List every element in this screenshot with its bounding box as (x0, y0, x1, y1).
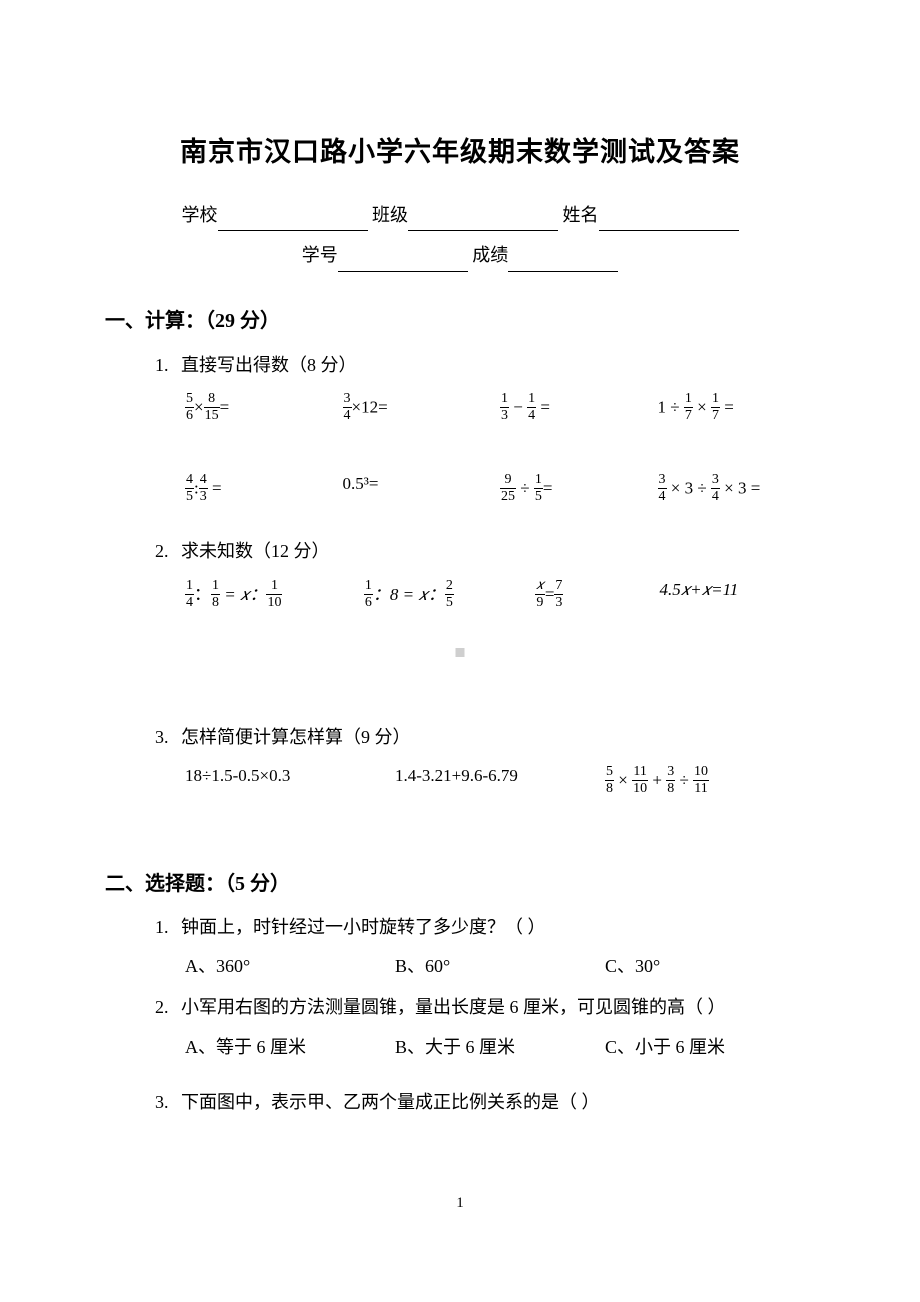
q2-2-options: A、等于 6 厘米 B、大于 6 厘米 C、小于 6 厘米 (105, 1033, 815, 1059)
expr: 14：18 = 𝑥：110 (185, 580, 364, 612)
expr: 34 × 3 ÷ 34 × 3 = (658, 474, 816, 505)
q2-1-options: A、360° B、60° C、30° (105, 952, 815, 978)
q1-1-row-1: 56×815= 34×12= 13 − 14 = 1 ÷ 17 × 17 = (105, 393, 815, 424)
page-title: 南京市汉口路小学六年级期末数学测试及答案 (105, 130, 815, 169)
id-blank (338, 252, 468, 272)
school-blank (218, 212, 368, 232)
id-label: 学号 (302, 245, 338, 265)
option-c: C、30° (605, 952, 815, 978)
q1-3-title: 3.怎样简便计算怎样算（9 分） (155, 721, 815, 753)
student-info-line-2: 学号 成绩 (105, 239, 815, 271)
q2-3: 3.下面图中，表示甲、乙两个量成正比例关系的是（ ） (105, 1087, 815, 1118)
section-2-header: 二、选择题：（5 分） (105, 867, 815, 896)
section-1-header: 一、计算：（29 分） (105, 304, 815, 333)
class-blank (408, 212, 558, 232)
q2-2: 2.小军用右图的方法测量圆锥，量出长度是 6 厘米，可见圆锥的高（ ） (105, 992, 815, 1023)
option-a: A、360° (185, 952, 395, 978)
student-info-line-1: 学校 班级 姓名 (105, 199, 815, 231)
expr: 18÷1.5-0.5×0.3 (185, 766, 395, 797)
score-label: 成绩 (472, 245, 508, 265)
expr: 4.5𝑥+𝑥=11 (659, 580, 815, 612)
option-b: B、大于 6 厘米 (395, 1033, 605, 1059)
expr: 45:43 = (185, 474, 343, 505)
expr: 16：8 = 𝑥：25 (364, 580, 535, 612)
q1-1-title: 1.直接写出得数（8 分） (155, 349, 815, 381)
q1-2-row: 14：18 = 𝑥：110 16：8 = 𝑥：25 𝑥9=73 4.5𝑥+𝑥=1… (105, 580, 815, 612)
class-label: 班级 (372, 205, 408, 225)
name-label: 姓名 (563, 205, 599, 225)
expr: 1 ÷ 17 × 17 = (658, 393, 816, 424)
q1-1-row-2: 45:43 = 0.5³= 925 ÷ 15= 34 × 3 ÷ 34 × 3 … (105, 474, 815, 505)
watermark-dot (456, 648, 465, 657)
expr: 13 − 14 = (500, 393, 658, 424)
option-c: C、小于 6 厘米 (605, 1033, 815, 1059)
expr: 0.5³= (343, 474, 501, 505)
q1-2-title: 2.求未知数（12 分） (155, 535, 815, 567)
expr: 56×815= (185, 393, 343, 424)
expr: 1.4-3.21+9.6-6.79 (395, 766, 605, 797)
name-blank (599, 212, 739, 232)
expr: 𝑥9=73 (535, 580, 659, 612)
score-blank (508, 252, 618, 272)
expr: 34×12= (343, 393, 501, 424)
page-number: 1 (0, 1195, 920, 1212)
expr: 925 ÷ 15= (500, 474, 658, 505)
q2-1: 1.钟面上，时针经过一小时旋转了多少度？（ ） (105, 912, 815, 943)
expr: 58 × 1110 + 38 ÷ 1011 (605, 766, 815, 797)
q1-3-row: 18÷1.5-0.5×0.3 1.4-3.21+9.6-6.79 58 × 11… (105, 766, 815, 797)
option-b: B、60° (395, 952, 605, 978)
option-a: A、等于 6 厘米 (185, 1033, 395, 1059)
school-label: 学校 (182, 205, 218, 225)
